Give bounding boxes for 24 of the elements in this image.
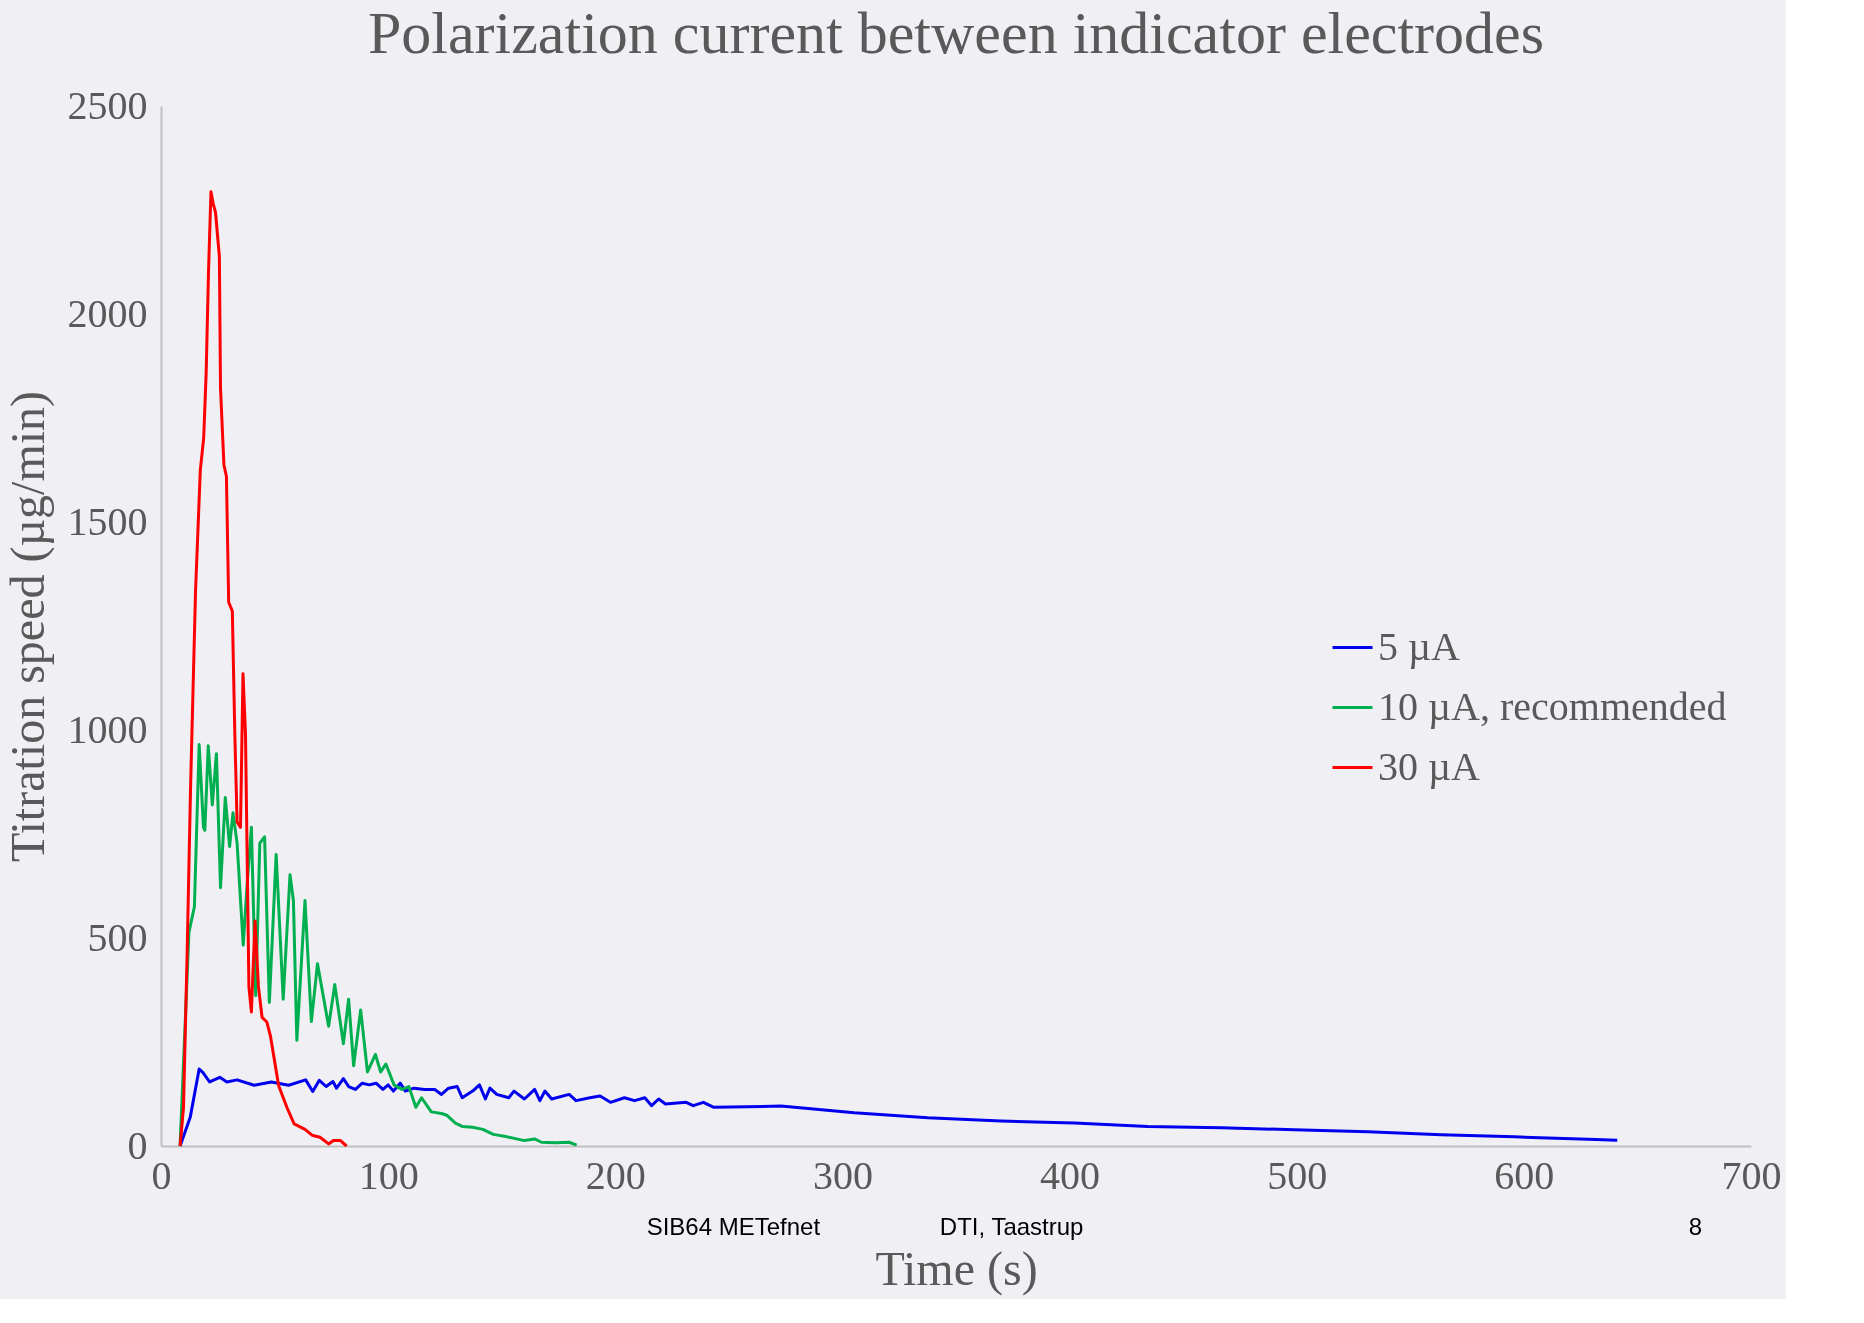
text: DTI, Taastrup (939, 1213, 1084, 1240)
x-tick-label: 600 (1494, 1152, 1555, 1198)
x-tick-label: 400 (1040, 1152, 1101, 1198)
x-tick-label: 200 (585, 1152, 646, 1198)
x-tick-label: 300 (812, 1152, 873, 1198)
x-tick-label: 500 (1267, 1152, 1328, 1198)
y-tick-label: 1000 (67, 706, 148, 752)
legend-label: 30 µA (1378, 743, 1481, 789)
text: 8 (1688, 1213, 1703, 1240)
y-tick-label: 0 (127, 1122, 148, 1168)
legend-label: 5 µA (1378, 623, 1461, 669)
y-tick-label: 1500 (67, 498, 148, 544)
legend-label: 10 µA, recommended (1378, 683, 1727, 729)
y-tick-label: 2500 (67, 82, 148, 128)
x-axis-title: Time (s) (875, 1241, 1038, 1296)
line-series (178, 743, 579, 1148)
line-series (178, 190, 349, 1148)
y-axis-title: Titration speed (µg/min) (0, 390, 55, 863)
x-tick-label: 100 (358, 1152, 419, 1198)
text: SIB64 METefnet (646, 1213, 821, 1240)
chart-title: Polarization current between indicator electrodes (367, 0, 1545, 66)
x-tick-label: 700 (1721, 1152, 1782, 1198)
y-tick-label: 2000 (67, 290, 148, 336)
y-tick-label: 500 (87, 914, 148, 960)
